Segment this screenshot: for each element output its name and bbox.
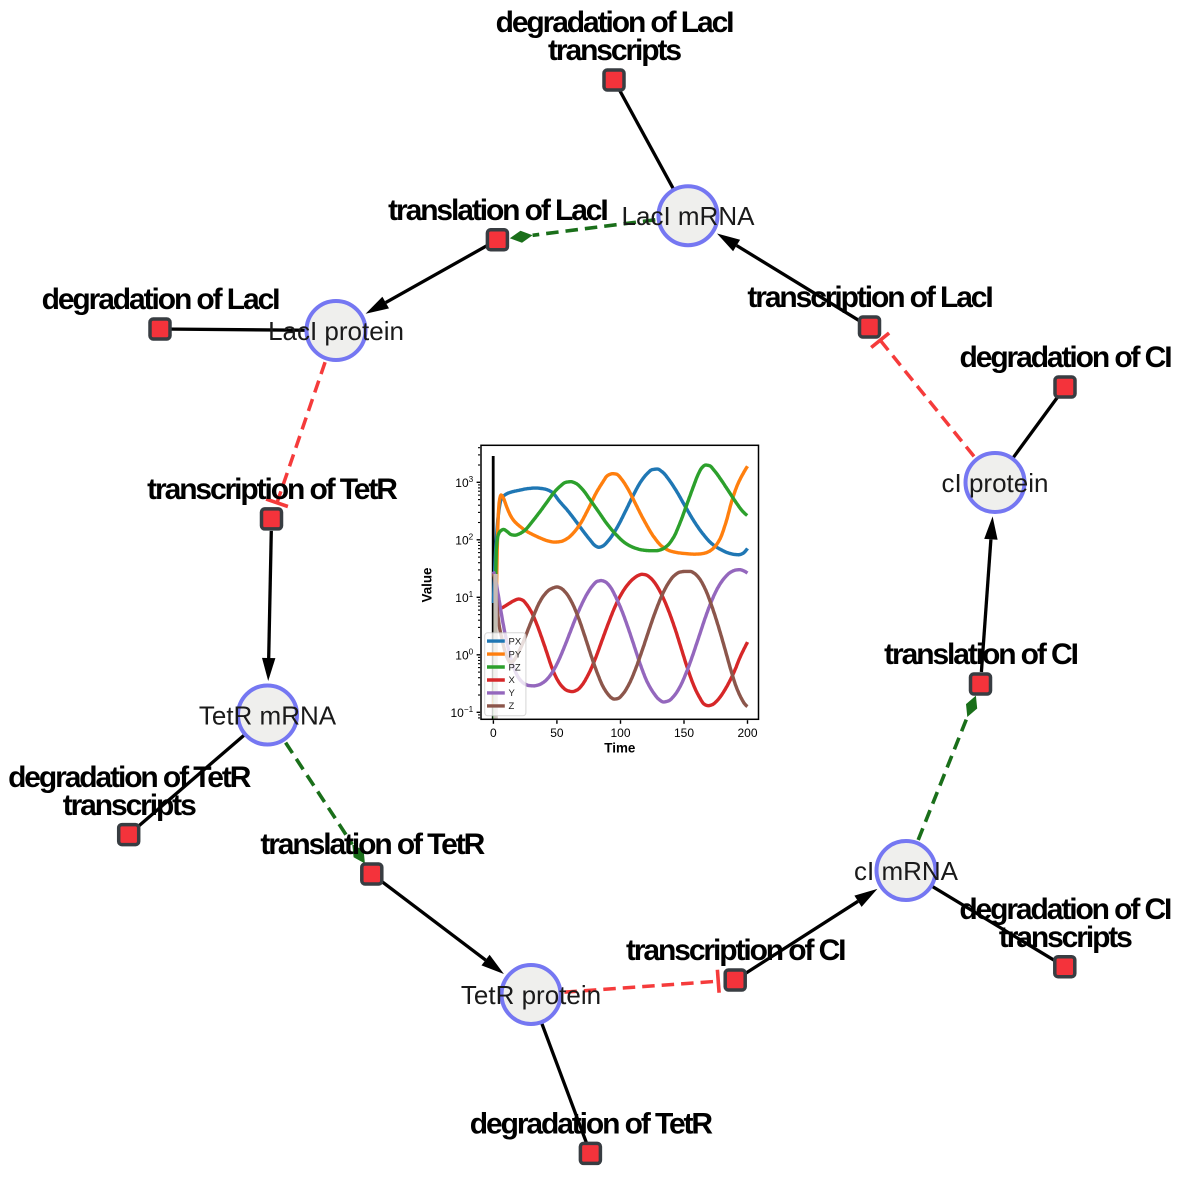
svg-text:0: 0 — [490, 726, 497, 740]
svg-text:transcripts: transcripts — [63, 789, 196, 822]
svg-text:LacI mRNA: LacI mRNA — [622, 201, 756, 231]
svg-text:Time: Time — [604, 741, 635, 756]
svg-text:degradation of TetR: degradation of TetR — [470, 1108, 714, 1141]
svg-text:transcription of LacI: transcription of LacI — [747, 281, 992, 314]
svg-text:200: 200 — [737, 726, 757, 740]
svg-text:degradation of LacI: degradation of LacI — [42, 283, 280, 316]
svg-text:transcription of CI: transcription of CI — [626, 934, 845, 967]
svg-text:transcripts: transcripts — [548, 34, 681, 67]
svg-text:PX: PX — [509, 636, 522, 647]
svg-text:TetR protein: TetR protein — [461, 980, 601, 1010]
svg-text:Value: Value — [420, 568, 435, 603]
svg-text:degradation of TetR: degradation of TetR — [8, 761, 252, 794]
svg-text:Y: Y — [509, 688, 516, 699]
svg-text:100: 100 — [610, 726, 630, 740]
svg-text:LacI protein: LacI protein — [268, 316, 404, 346]
svg-text:translation of CI: translation of CI — [884, 638, 1077, 671]
svg-text:PZ: PZ — [509, 662, 521, 673]
svg-text:transcription of TetR: transcription of TetR — [147, 473, 398, 506]
svg-text:translation of TetR: translation of TetR — [260, 828, 485, 861]
svg-text:translation of LacI: translation of LacI — [388, 194, 607, 227]
svg-text:X: X — [509, 675, 516, 686]
svg-text:cI protein: cI protein — [942, 468, 1049, 498]
svg-text:degradation of CI: degradation of CI — [960, 341, 1172, 374]
svg-text:degradation of LacI: degradation of LacI — [496, 6, 734, 39]
svg-text:150: 150 — [674, 726, 694, 740]
svg-text:degradation of CI: degradation of CI — [959, 893, 1171, 926]
svg-text:50: 50 — [550, 726, 564, 740]
svg-text:PY: PY — [509, 649, 522, 660]
svg-text:Z: Z — [509, 701, 515, 712]
svg-text:cI mRNA: cI mRNA — [854, 856, 959, 886]
svg-text:transcripts: transcripts — [999, 921, 1132, 954]
svg-text:TetR mRNA: TetR mRNA — [199, 700, 337, 730]
